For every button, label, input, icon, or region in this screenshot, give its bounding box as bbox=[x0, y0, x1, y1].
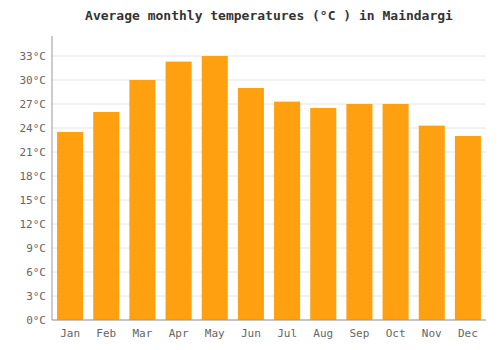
bar bbox=[93, 112, 119, 320]
grid-line bbox=[52, 56, 486, 57]
bar bbox=[310, 108, 336, 320]
x-tick-label: Jan bbox=[60, 327, 80, 340]
x-tick-label: Jul bbox=[277, 327, 297, 340]
x-tick-label: Feb bbox=[96, 327, 116, 340]
bar bbox=[166, 62, 192, 320]
y-tick-label: 3°C bbox=[26, 290, 46, 303]
grid-line bbox=[52, 104, 486, 105]
bar bbox=[129, 80, 155, 320]
y-tick-label: 12°C bbox=[20, 218, 47, 231]
x-tick-label: Dec bbox=[458, 327, 478, 340]
chart-title: Average monthly temperatures (°C ) in Ma… bbox=[85, 8, 453, 23]
x-tick-label: Jun bbox=[241, 327, 261, 340]
x-tick-label: Mar bbox=[132, 327, 152, 340]
y-tick-label: 6°C bbox=[26, 266, 46, 279]
y-tick-label: 33°C bbox=[20, 50, 47, 63]
bar bbox=[346, 104, 372, 320]
y-axis-line bbox=[52, 36, 53, 320]
bar bbox=[57, 132, 83, 320]
y-tick-label: 30°C bbox=[20, 74, 47, 87]
bar bbox=[238, 88, 264, 320]
bar bbox=[274, 102, 300, 320]
x-tick-label: Sep bbox=[349, 327, 369, 340]
x-tick-label: Nov bbox=[422, 327, 442, 340]
y-tick-label: 24°C bbox=[20, 122, 47, 135]
x-tick-label: Apr bbox=[169, 327, 189, 340]
bars bbox=[57, 56, 481, 320]
bar bbox=[419, 126, 445, 320]
y-tick-label: 21°C bbox=[20, 146, 47, 159]
grid-line bbox=[52, 80, 486, 81]
bar bbox=[202, 56, 228, 320]
page: {"chart_data": {"type": "bar", "title": … bbox=[0, 0, 500, 350]
chart-svg: Average monthly temperatures (°C ) in Ma… bbox=[0, 0, 500, 350]
x-axis-line bbox=[52, 320, 486, 321]
x-tick-label: Aug bbox=[313, 327, 333, 340]
chart-container: Average monthly temperatures (°C ) in Ma… bbox=[0, 0, 500, 350]
bar bbox=[383, 104, 409, 320]
y-tick-label: 9°C bbox=[26, 242, 46, 255]
y-tick-label: 27°C bbox=[20, 98, 47, 111]
x-tick-labels: Jan Feb Mar Apr May Jun Jul Aug Sep Oct Nov Dec bbox=[60, 327, 478, 340]
x-tick-label: May bbox=[205, 327, 225, 340]
grid-line bbox=[52, 320, 486, 321]
x-tick-label: Oct bbox=[386, 327, 406, 340]
bar bbox=[455, 136, 481, 320]
y-tick-labels: 0°C 3°C 6°C 9°C 12°C 15°C 18°C 21°C 24°C 27°C 30°C… bbox=[20, 50, 47, 327]
y-tick-label: 15°C bbox=[20, 194, 47, 207]
y-tick-label: 18°C bbox=[20, 170, 47, 183]
y-grid bbox=[52, 56, 486, 320]
y-tick-label: 0°C bbox=[26, 314, 46, 327]
